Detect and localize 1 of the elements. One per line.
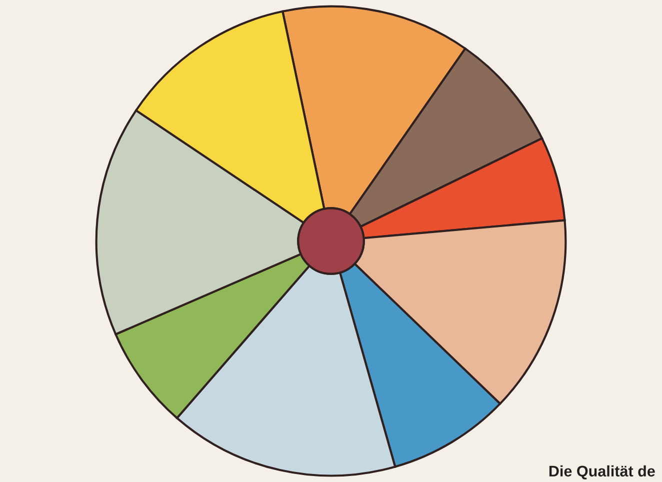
text: Die Qualität de <box>549 465 655 480</box>
